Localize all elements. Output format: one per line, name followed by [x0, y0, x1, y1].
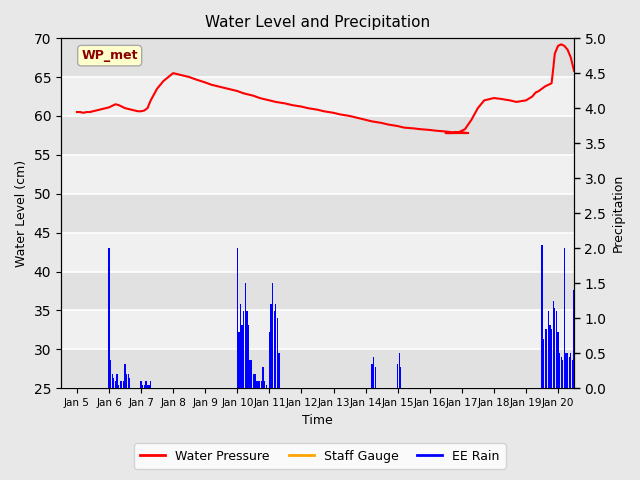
Bar [140, 381, 141, 388]
Legend: Water Pressure, Staff Gauge, EE Rain: Water Pressure, Staff Gauge, EE Rain [134, 444, 506, 469]
Bar [565, 353, 566, 388]
Bar [237, 248, 238, 388]
Bar [145, 381, 147, 388]
Bar [276, 318, 278, 388]
Bar [374, 367, 376, 388]
Bar [126, 374, 127, 388]
Bar [253, 374, 254, 388]
Bar [572, 360, 573, 388]
Bar [371, 364, 372, 388]
Bar [270, 304, 271, 388]
Bar [266, 385, 267, 388]
Bar [541, 245, 543, 388]
Bar [248, 325, 249, 388]
Y-axis label: Water Level (cm): Water Level (cm) [15, 160, 28, 267]
Bar [61, 116, 574, 155]
Bar [150, 381, 151, 388]
Bar [397, 364, 398, 388]
Bar [110, 360, 111, 388]
Bar [238, 332, 239, 388]
Bar [559, 353, 560, 388]
Bar [264, 381, 265, 388]
Bar [120, 381, 121, 388]
Bar [546, 329, 547, 388]
Bar [246, 311, 248, 388]
Bar [118, 385, 119, 388]
Bar [251, 360, 252, 388]
Bar [121, 381, 122, 388]
Bar [373, 357, 374, 388]
Bar [129, 378, 131, 388]
Bar [275, 304, 276, 388]
Bar [123, 381, 124, 388]
Bar [557, 332, 559, 388]
Bar [61, 349, 574, 388]
Bar [400, 367, 401, 388]
Bar [551, 329, 552, 388]
Bar [240, 304, 241, 388]
Bar [142, 385, 143, 388]
Bar [269, 332, 270, 388]
Bar [260, 381, 262, 388]
Y-axis label: Precipitation: Precipitation [612, 174, 625, 252]
Bar [552, 301, 554, 388]
Bar [116, 374, 118, 388]
Bar [564, 248, 565, 388]
Bar [554, 308, 556, 388]
Bar [143, 385, 145, 388]
Bar [256, 381, 257, 388]
Bar [570, 353, 572, 388]
Bar [556, 311, 557, 388]
Bar [278, 353, 280, 388]
Bar [549, 325, 550, 388]
Bar [250, 360, 251, 388]
Bar [111, 374, 113, 388]
Bar [568, 357, 570, 388]
Bar [548, 311, 549, 388]
Bar [61, 38, 574, 77]
Bar [573, 290, 575, 388]
Bar [127, 374, 129, 388]
Bar [545, 329, 546, 388]
Bar [561, 357, 562, 388]
Bar [273, 311, 275, 388]
Bar [254, 374, 255, 388]
Bar [241, 325, 243, 388]
Title: Water Level and Precipitation: Water Level and Precipitation [205, 15, 430, 30]
X-axis label: Time: Time [302, 414, 333, 427]
Bar [115, 381, 116, 388]
Bar [562, 360, 563, 388]
Bar [61, 272, 574, 311]
Text: WP_met: WP_met [81, 49, 138, 62]
Bar [147, 385, 148, 388]
Bar [148, 385, 150, 388]
Bar [543, 339, 544, 388]
Bar [124, 364, 125, 388]
Bar [259, 381, 260, 388]
Bar [113, 378, 115, 388]
Bar [399, 353, 400, 388]
Bar [61, 194, 574, 233]
Bar [257, 381, 259, 388]
Bar [243, 311, 244, 388]
Bar [244, 283, 246, 388]
Bar [272, 283, 273, 388]
Bar [108, 248, 109, 388]
Bar [567, 353, 568, 388]
Bar [262, 367, 264, 388]
